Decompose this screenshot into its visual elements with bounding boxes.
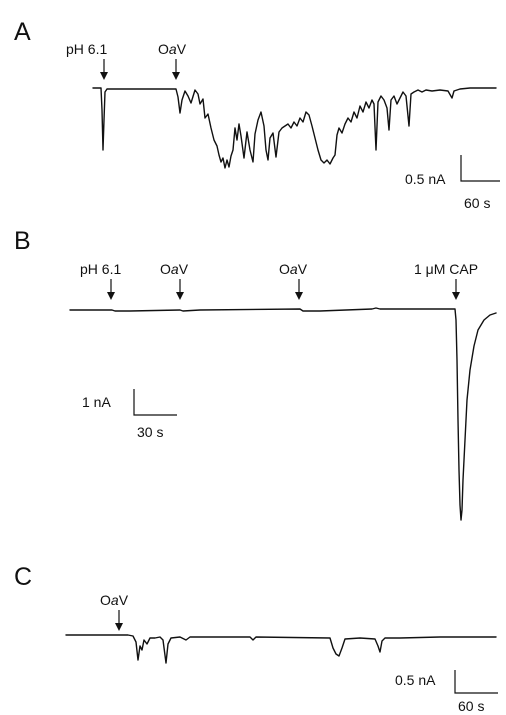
marker-label-oav-a: OaV xyxy=(158,41,187,57)
marker-arrow-oav-b1 xyxy=(176,279,184,300)
panel-a: A pH 6.1 OaV 0.5 nA 60 s xyxy=(14,18,500,211)
scalebar-amplitude-label-b: 1 nA xyxy=(82,394,111,410)
marker-label-ph-a: pH 6.1 xyxy=(66,41,107,57)
marker-arrow-oav-b2 xyxy=(295,279,303,300)
scalebar-time-label-a: 60 s xyxy=(464,195,490,211)
marker-label-oav-b1: OaV xyxy=(160,261,189,277)
marker-arrow-cap-b xyxy=(452,279,460,300)
marker-arrow-ph-a xyxy=(100,59,108,80)
panel-b: B pH 6.1 OaV OaV 1 μM CAP 1 nA xyxy=(14,227,497,521)
marker-arrow-oav-c xyxy=(115,610,123,631)
panel-letter-b: B xyxy=(14,227,31,255)
current-trace-b xyxy=(69,307,497,521)
marker-arrow-oav-a xyxy=(172,59,180,80)
scalebar-a xyxy=(460,155,500,182)
marker-label-ph-b: pH 6.1 xyxy=(80,261,121,277)
marker-label-oav-c: OaV xyxy=(100,592,129,608)
panel-c: C OaV 0.5 nA 60 s xyxy=(14,563,498,714)
marker-label-oav-b2: OaV xyxy=(279,261,308,277)
scalebar-amplitude-label-c: 0.5 nA xyxy=(395,672,436,688)
marker-arrow-ph-b xyxy=(107,279,115,300)
scalebar-time-label-b: 30 s xyxy=(137,424,163,440)
panel-letter-c: C xyxy=(14,563,32,591)
scalebar-time-label-c: 60 s xyxy=(458,698,484,714)
current-trace-c xyxy=(65,634,497,664)
current-trace-a xyxy=(92,87,497,169)
scalebar-amplitude-label-a: 0.5 nA xyxy=(405,171,446,187)
scalebar-b xyxy=(133,389,177,416)
marker-label-cap-b: 1 μM CAP xyxy=(414,261,478,277)
panel-letter-a: A xyxy=(14,18,31,46)
scalebar-c xyxy=(454,670,498,694)
